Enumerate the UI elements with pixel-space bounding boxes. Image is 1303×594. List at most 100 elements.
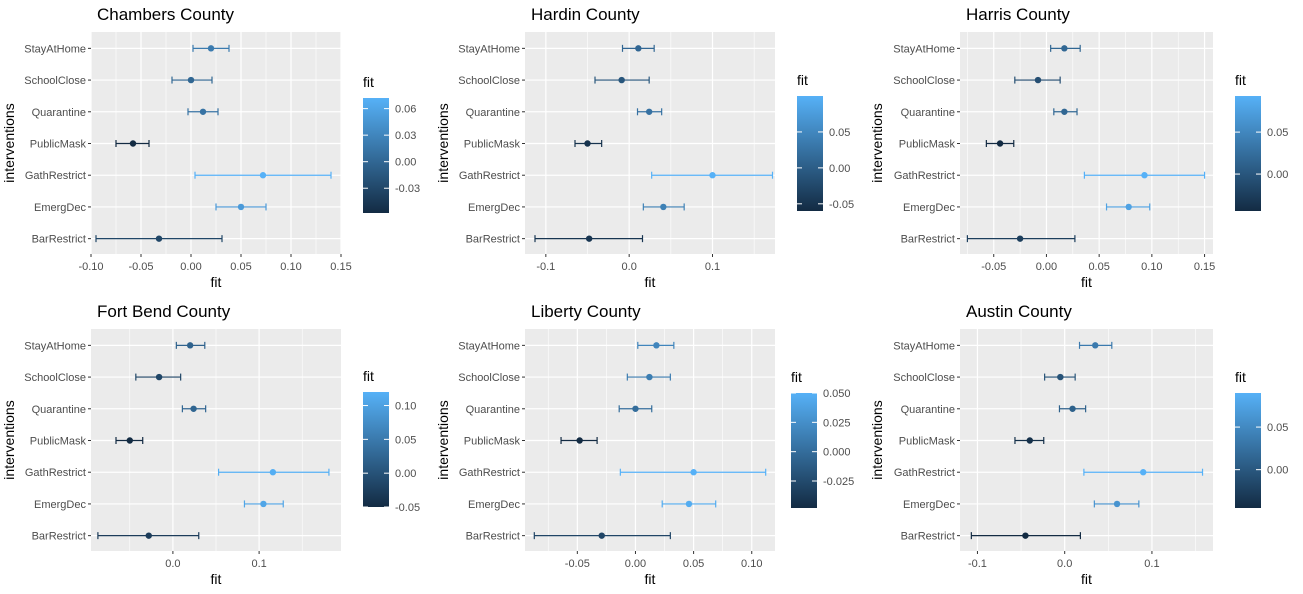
legend: fit 0.05 0.00 -0.05 <box>797 72 854 211</box>
fit-point <box>1140 469 1147 476</box>
legend: fit 0.06 0.03 0.00 -0.03 <box>363 74 420 213</box>
x-tick-label: 0.05 <box>230 261 251 273</box>
fit-point <box>996 140 1004 147</box>
legend-title: fit <box>363 74 374 90</box>
panel-title: Hardin County <box>531 5 640 24</box>
x-tick-label: 0.1 <box>1144 558 1159 570</box>
y-tick-label: PublicMask <box>30 436 87 448</box>
y-tick-label: SchoolClose <box>893 75 955 87</box>
fit-point <box>155 235 163 242</box>
fit-point <box>237 203 245 211</box>
fit-point <box>1016 235 1024 242</box>
x-tick-label: 0.00 <box>625 558 646 570</box>
facet-panel: StayAtHome SchoolClose Quarantine PublicMas… <box>1 302 420 587</box>
y-tick-label: PublicMask <box>899 139 956 151</box>
legend-tick-label: 0.05 <box>1267 422 1288 434</box>
y-tick-label: Quarantine <box>466 404 520 416</box>
x-tick-label: -0.1 <box>536 261 555 273</box>
y-tick-label: SchoolClose <box>458 75 520 87</box>
y-axis-label: interventions <box>435 400 451 479</box>
y-tick-label: SchoolClose <box>893 372 955 384</box>
facet-panel: StayAtHome SchoolClose Quarantine PublicMas… <box>869 302 1288 587</box>
y-tick-label: EmergDec <box>468 499 520 511</box>
y-tick-label: PublicMask <box>30 139 87 151</box>
y-tick-label: PublicMask <box>464 139 521 151</box>
panel-title: Austin County <box>966 302 1072 321</box>
fit-point <box>584 140 591 147</box>
legend-tick-label: 0.00 <box>395 468 416 480</box>
legend-title: fit <box>363 368 374 384</box>
fit-point <box>199 108 207 115</box>
x-tick-label: 0.0 <box>1057 558 1072 570</box>
fit-point <box>186 342 194 349</box>
fit-point <box>1061 45 1068 52</box>
legend: fit 0.05 0.00 <box>1235 369 1288 508</box>
fit-point <box>653 342 660 349</box>
fit-point <box>685 500 693 508</box>
legend: fit 0.05 0.00 <box>1235 72 1288 211</box>
legend-tick-label: -0.03 <box>395 183 420 195</box>
y-tick-label: SchoolClose <box>458 372 520 384</box>
legend-tick-label: 0.05 <box>395 434 416 446</box>
y-axis-label: interventions <box>1 400 17 479</box>
x-tick-label: -0.05 <box>565 558 590 570</box>
fit-point <box>585 235 593 242</box>
y-tick-label: PublicMask <box>464 436 521 448</box>
fit-point <box>1141 172 1148 179</box>
x-tick-label: -0.10 <box>78 261 103 273</box>
y-tick-label: EmergDec <box>468 202 520 214</box>
legend-tick-label: 0.050 <box>823 388 851 400</box>
x-tick-label: -0.05 <box>128 261 153 273</box>
panel-title: Chambers County <box>97 5 235 24</box>
x-axis-label: fit <box>645 274 656 290</box>
y-tick-label: StayAtHome <box>458 340 520 352</box>
fit-point <box>1026 437 1033 444</box>
fit-point <box>646 373 653 381</box>
y-tick-label: GathRestrict <box>894 170 955 182</box>
y-tick-label: GathRestrict <box>459 170 520 182</box>
x-tick-label: 0.15 <box>1194 261 1215 273</box>
x-axis-label: fit <box>211 274 222 290</box>
y-tick-label: StayAtHome <box>24 43 86 55</box>
legend-tick-label: 0.05 <box>829 127 850 139</box>
fit-point <box>269 469 277 476</box>
fit-point <box>260 500 267 508</box>
fit-point <box>660 203 667 211</box>
legend: fit 0.050 0.025 0.000 -0.025 <box>791 369 854 508</box>
fit-point <box>1057 373 1064 381</box>
legend-tick-label: 0.00 <box>1267 465 1288 477</box>
y-tick-label: EmergDec <box>34 499 86 511</box>
y-tick-label: StayAtHome <box>24 340 86 352</box>
y-axis-label: interventions <box>435 103 451 182</box>
x-tick-label: 0.10 <box>280 261 301 273</box>
fit-point <box>1113 500 1121 508</box>
y-axis-label: interventions <box>1 103 17 182</box>
fit-point <box>690 469 697 476</box>
y-tick-label: BarRestrict <box>32 531 86 543</box>
legend-colorbar <box>363 98 389 213</box>
fit-point <box>1125 203 1132 211</box>
x-tick-label: 0.1 <box>705 261 720 273</box>
fit-point <box>1061 108 1068 115</box>
fit-point <box>1034 76 1042 84</box>
y-tick-label: Quarantine <box>32 107 86 119</box>
fit-point <box>129 140 137 147</box>
x-tick-label: 0.15 <box>330 261 351 273</box>
y-axis-label: interventions <box>869 400 885 479</box>
y-tick-label: Quarantine <box>32 404 86 416</box>
x-tick-label: 0.00 <box>1036 261 1057 273</box>
y-tick-label: EmergDec <box>903 499 955 511</box>
y-tick-label: Quarantine <box>901 404 955 416</box>
y-tick-label: BarRestrict <box>901 234 955 246</box>
x-tick-label: 0.1 <box>251 558 266 570</box>
legend-tick-label: -0.05 <box>829 199 854 211</box>
fit-point <box>190 405 197 412</box>
fit-point <box>632 405 639 412</box>
y-tick-label: EmergDec <box>903 202 955 214</box>
fit-point <box>207 45 215 52</box>
legend-tick-label: 0.10 <box>395 401 416 413</box>
x-tick-label: -0.1 <box>968 558 987 570</box>
y-tick-label: EmergDec <box>34 202 86 214</box>
facet-panel: StayAtHome SchoolClose Quarantine PublicMas… <box>869 5 1288 290</box>
